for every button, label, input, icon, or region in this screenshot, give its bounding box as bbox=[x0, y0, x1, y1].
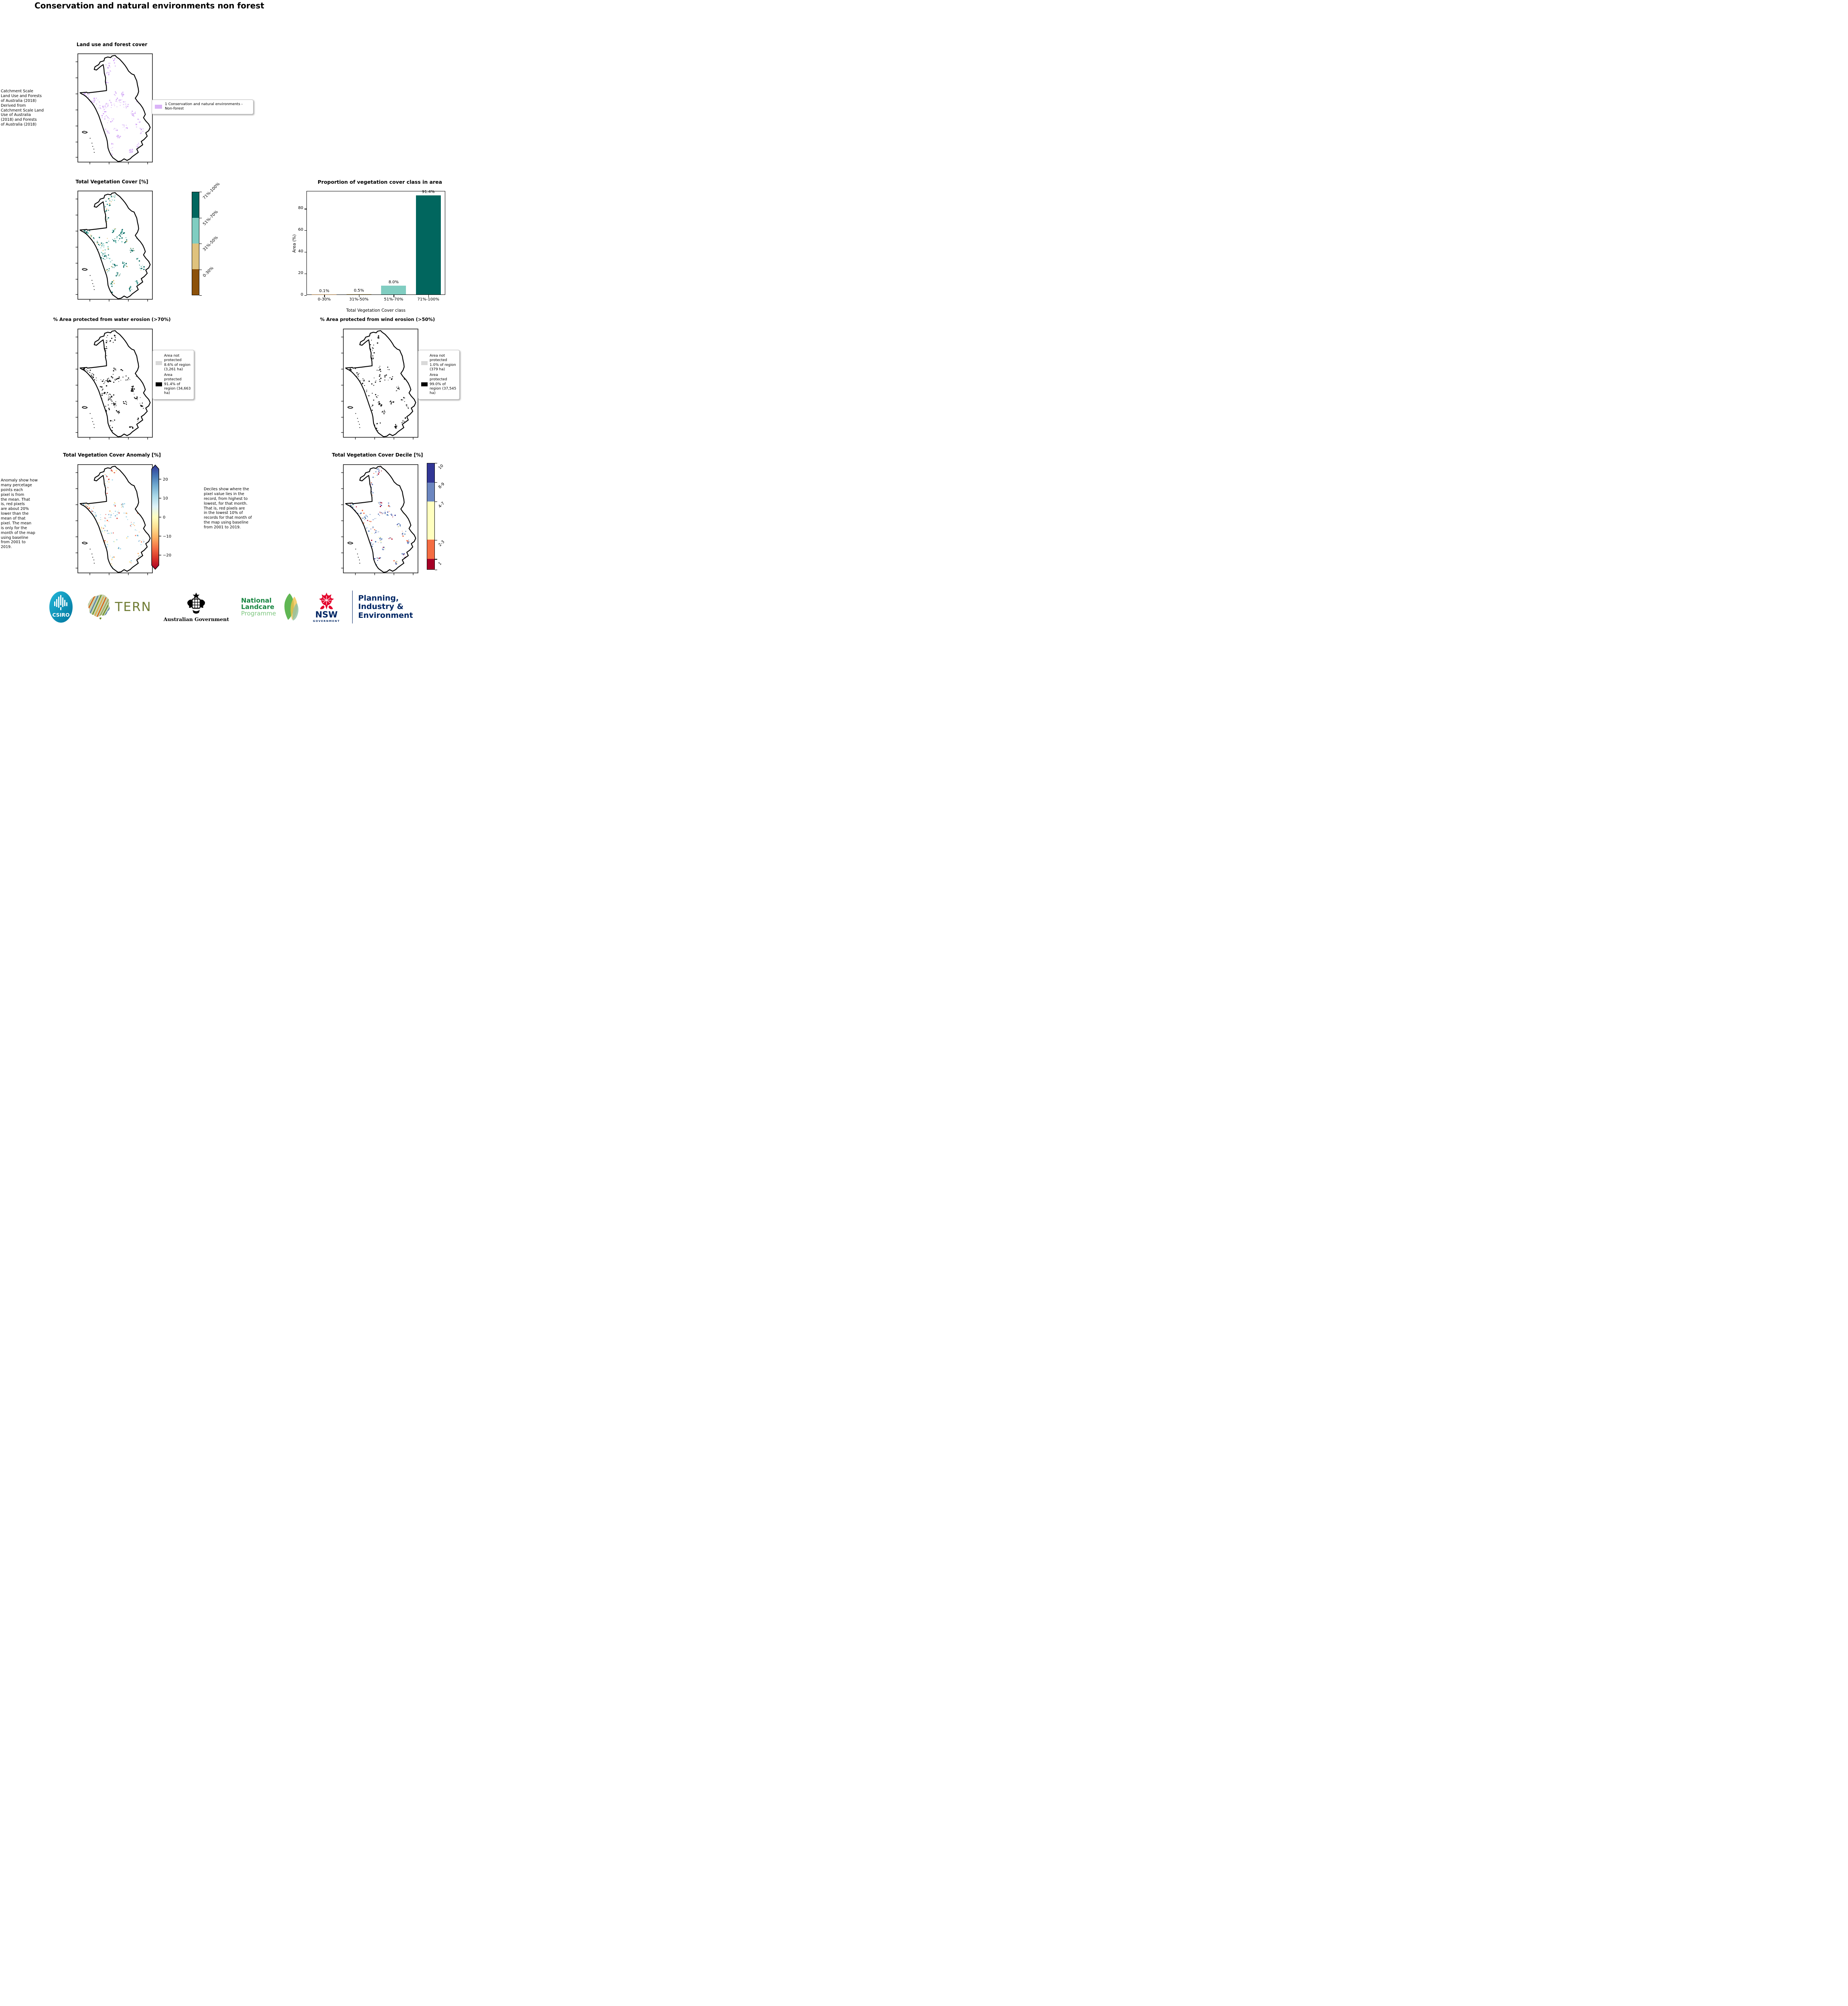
decile-map-title: Total Vegetation Cover Decile [%] bbox=[332, 452, 423, 458]
nsw-label: NSW bbox=[315, 609, 338, 619]
tasmania-icon bbox=[99, 617, 102, 619]
decile-note: Deciles show where the pixel value lies … bbox=[204, 487, 252, 530]
veg-cover-colorbar: 71%-100% 51%-70% 31%-50% 0-30% bbox=[192, 182, 221, 296]
legend-item: Area not protected 8.6% of region (3,261… bbox=[156, 354, 191, 372]
decile-class-label: 1 bbox=[438, 561, 443, 566]
legend-item: Area protected 91.4% of region (34,663 h… bbox=[156, 373, 191, 396]
tern-label: TERN bbox=[115, 600, 152, 614]
planning-industry-environment-logo: Planning, Industry & Environment bbox=[352, 591, 413, 623]
svg-text:20: 20 bbox=[163, 477, 168, 482]
veg-cover-map-title: Total Vegetation Cover [%] bbox=[75, 179, 148, 185]
landuse-map-title: Land use and forest cover bbox=[76, 42, 148, 47]
chart-bar bbox=[416, 195, 441, 294]
bar-value-label: 91.4% bbox=[422, 190, 435, 195]
protected-swatch bbox=[421, 382, 428, 387]
tern-logo: TERN bbox=[85, 592, 151, 622]
decile-class-label: 10 bbox=[438, 463, 444, 471]
svg-text:10: 10 bbox=[163, 496, 168, 501]
bar-value-label: 0.5% bbox=[354, 288, 364, 293]
anomaly-colorbar: 20 10 0 −10 −20 bbox=[151, 464, 177, 570]
water-erosion-map bbox=[75, 329, 153, 440]
waratah-icon bbox=[319, 592, 334, 609]
csiro-ellipse bbox=[49, 591, 73, 623]
protected-swatch bbox=[156, 382, 162, 387]
legend-item: Area not protected 1.0% of region (379 h… bbox=[421, 354, 456, 372]
nsw-government-logo: NSW GOVERNMENT bbox=[313, 592, 340, 623]
not-protected-swatch bbox=[421, 361, 428, 365]
logo-divider bbox=[352, 591, 353, 623]
bar-value-label: 0.1% bbox=[319, 288, 329, 293]
protected-label: Area protected 99.0% of region (37,545 h… bbox=[430, 373, 456, 395]
protected-label: Area protected 91.4% of region (34,663 h… bbox=[164, 373, 191, 395]
landuse-source-note: Catchment Scale Land Use and Forests of … bbox=[1, 89, 44, 127]
report-page: Conservation and natural environments no… bbox=[0, 0, 462, 650]
landcare-line1: National bbox=[241, 597, 272, 605]
x-tick-label: 51%-70% bbox=[384, 297, 404, 302]
australian-government-label: Australian Government bbox=[163, 616, 229, 622]
csiro-logo: CSIRO bbox=[49, 591, 73, 623]
water-erosion-legend: Area not protected 8.6% of region (3,261… bbox=[152, 350, 194, 400]
footer-logos: CSIRO TERN bbox=[0, 591, 462, 623]
svg-text:−10: −10 bbox=[163, 534, 171, 539]
decile-colorbar: 10 8-9 4-7 2-3 1 bbox=[427, 463, 445, 571]
pie-line3: Environment bbox=[358, 611, 413, 620]
conservation-legend-label: 1 Conservation and natural environments … bbox=[165, 102, 243, 111]
veg-class-label: 31%-50% bbox=[202, 235, 219, 252]
not-protected-label: Area not protected 8.6% of region (3,261… bbox=[164, 354, 191, 372]
csiro-label: CSIRO bbox=[53, 612, 70, 618]
anomaly-map-title: Total Vegetation Cover Anomaly [%] bbox=[63, 452, 161, 458]
csiro-wave-icon bbox=[54, 595, 68, 610]
bar-value-label: 8.0% bbox=[388, 280, 399, 285]
chart-plot-area: 0 20 40 60 80 0.1% 0-30% 0.5% 31%-50% 8.0% 51%-70%… bbox=[298, 190, 445, 302]
decile-map bbox=[341, 464, 418, 575]
tern-australia-icon bbox=[88, 594, 110, 619]
anomaly-map bbox=[75, 464, 153, 575]
nsw-government-label: GOVERNMENT bbox=[313, 619, 340, 623]
conservation-legend-swatch bbox=[155, 105, 162, 109]
landcare-line3: Programme bbox=[241, 609, 276, 617]
national-landcare-logo: National Landcare Programme bbox=[241, 592, 301, 622]
landuse-map bbox=[75, 53, 153, 164]
pie-line2: Industry & bbox=[358, 602, 404, 611]
landcare-leaves-icon bbox=[284, 593, 299, 621]
veg-class-label: 0-30% bbox=[202, 266, 215, 278]
landcare-line2: Landcare bbox=[241, 603, 274, 611]
not-protected-swatch bbox=[156, 361, 162, 365]
svg-text:0: 0 bbox=[163, 516, 165, 520]
decile-class-label: 8-9 bbox=[438, 481, 446, 490]
veg-class-label: 71%-100% bbox=[202, 182, 221, 201]
x-tick-label: 71%-100% bbox=[417, 297, 439, 302]
chart-bar bbox=[381, 286, 406, 294]
chart-xlabel: Total Vegetation Cover class bbox=[346, 308, 406, 313]
legend-item: Area protected 99.0% of region (37,545 h… bbox=[421, 373, 456, 396]
wind-erosion-legend: Area not protected 1.0% of region (379 h… bbox=[418, 350, 460, 400]
landuse-legend: 1 Conservation and natural environments … bbox=[152, 99, 254, 114]
australian-government-logo: Australian Government bbox=[164, 592, 229, 622]
page-title: Conservation and natural environments no… bbox=[34, 1, 264, 10]
veg-class-label: 51%-70% bbox=[202, 209, 219, 226]
wind-erosion-title: % Area protected from wind erosion (>50%… bbox=[320, 317, 435, 322]
decile-class-label: 2-3 bbox=[438, 539, 446, 547]
pie-line1: Planning, bbox=[358, 594, 399, 603]
svg-text:−20: −20 bbox=[163, 553, 171, 558]
water-erosion-title: % Area protected from water erosion (>70… bbox=[53, 317, 171, 322]
wind-erosion-map bbox=[341, 329, 418, 440]
chart-title: Proportion of vegetation cover class in … bbox=[317, 179, 442, 185]
x-tick-label: 31%-50% bbox=[349, 297, 369, 302]
decile-class-label: 4-7 bbox=[438, 501, 446, 509]
veg-cover-map bbox=[75, 191, 153, 302]
proportion-chart: Proportion of vegetation cover class in … bbox=[286, 179, 458, 315]
not-protected-label: Area not protected 1.0% of region (379 h… bbox=[430, 354, 456, 372]
coat-of-arms-icon bbox=[187, 592, 205, 613]
x-tick-label: 0-30% bbox=[318, 297, 331, 302]
anomaly-note: Anomaly show how many percetage points e… bbox=[1, 478, 38, 550]
